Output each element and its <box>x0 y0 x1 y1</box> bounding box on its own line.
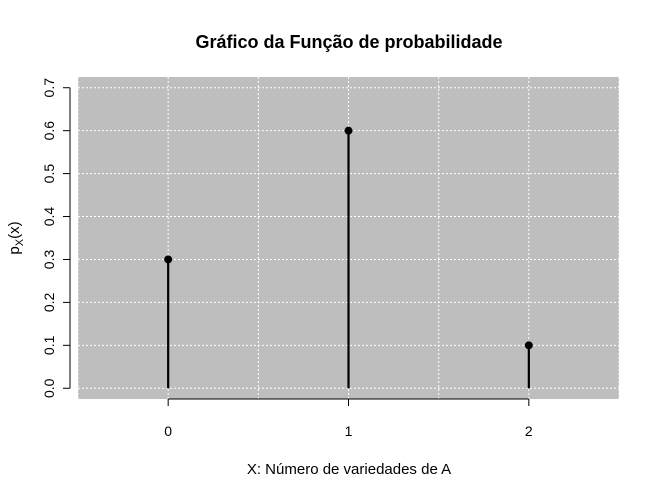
y-axis-label-tail: (x) <box>6 221 23 239</box>
x-axis-label: X: Número de variedades de A <box>247 461 451 478</box>
y-axis-label-subscript: X <box>14 238 26 246</box>
data-point <box>164 255 173 264</box>
y-tick-label: 0.3 <box>41 250 57 270</box>
data-marks <box>164 126 533 389</box>
y-tick-label: 0.1 <box>41 335 57 355</box>
x-tick-label: 1 <box>345 423 353 439</box>
y-axis-label: pX(x) <box>6 221 26 254</box>
y-tick-label: 0.5 <box>41 164 57 184</box>
x-tick-label: 2 <box>525 423 533 439</box>
y-axis: 0.0 0.1 0.2 0.3 0.4 0.5 0.6 0.7 <box>41 78 71 398</box>
y-tick-label: 0.2 <box>41 292 57 312</box>
y-tick-label: 0.4 <box>41 207 57 227</box>
chart-title: Gráfico da Função de probabilidade <box>195 32 502 52</box>
y-tick-label: 0.6 <box>41 121 57 141</box>
x-axis: 0 1 2 <box>164 398 533 439</box>
x-tick-label: 0 <box>164 423 172 439</box>
y-axis-label-main: p <box>6 246 23 254</box>
y-tick-label: 0.0 <box>41 378 57 398</box>
data-point <box>344 126 353 135</box>
data-point <box>524 341 533 350</box>
y-tick-label: 0.7 <box>41 78 57 98</box>
